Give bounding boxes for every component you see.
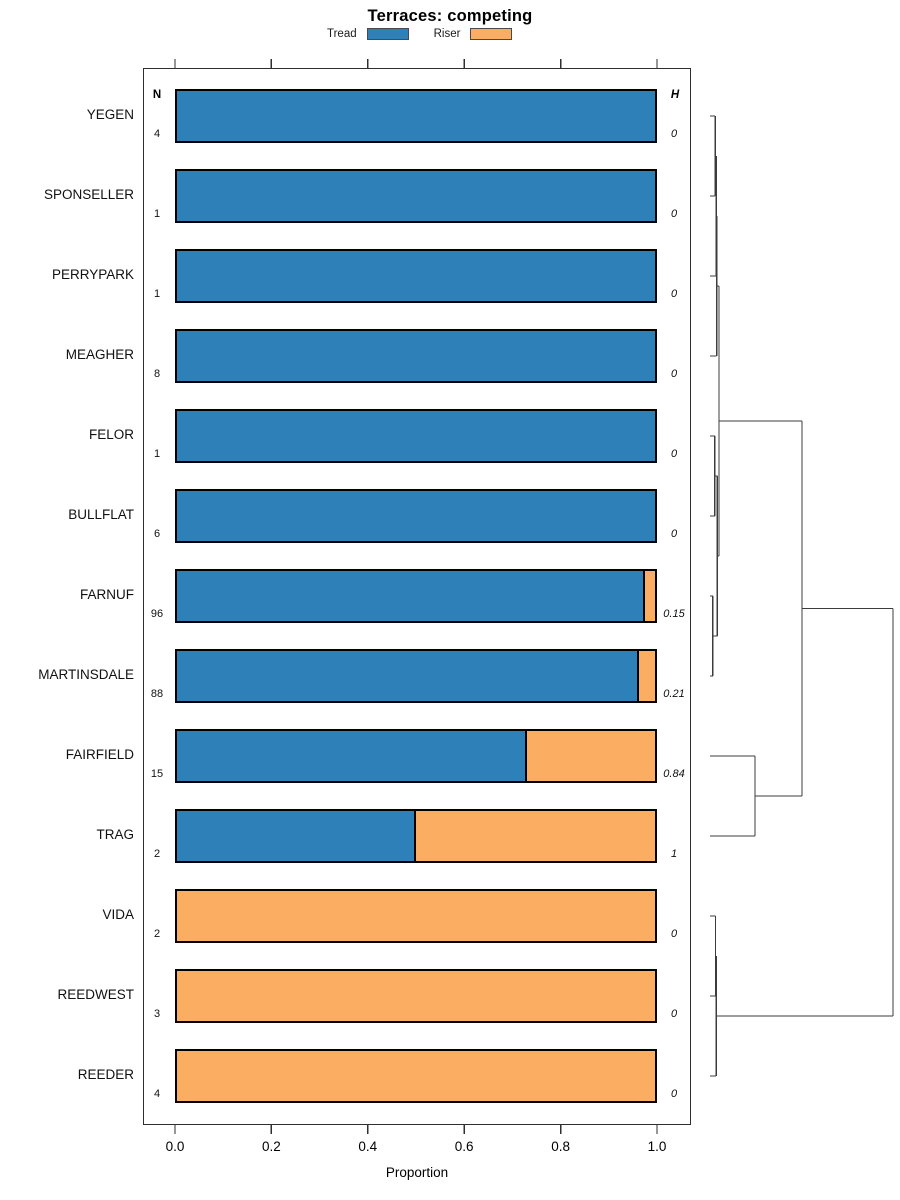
h-column-header: H [670, 89, 680, 101]
tread-segment [177, 331, 655, 381]
plot-area-frame [143, 68, 691, 1125]
site-label-reedwest: REEDWEST [57, 987, 134, 1002]
riser-segment [638, 651, 655, 701]
site-label-farnuf: FARNUF [80, 587, 134, 602]
x-tick-label-0.6: 0.6 [454, 1139, 474, 1154]
h-value-vida: 0 [670, 928, 678, 940]
riser-segment [527, 731, 655, 781]
stacked-bar-bullflat [175, 489, 657, 543]
tread-segment [177, 251, 655, 301]
riser-segment [177, 971, 655, 1021]
tread-segment [177, 731, 528, 781]
tread-segment [177, 491, 655, 541]
n-value-martinsdale: 88 [150, 688, 164, 700]
riser-segment [416, 811, 655, 861]
stacked-bar-sponseller [175, 169, 657, 223]
tread-segment [177, 811, 416, 861]
riser-segment [644, 571, 655, 621]
h-value-martinsdale: 0.21 [663, 688, 685, 700]
x-tick-label-0.0: 0.0 [165, 1139, 185, 1154]
legend-label-tread: Tread [327, 27, 357, 40]
h-value-sponseller: 0 [670, 208, 678, 220]
stacked-bar-perrypark [175, 249, 657, 303]
n-value-reedwest: 3 [153, 1008, 161, 1020]
legend-swatch-tread [366, 27, 409, 40]
x-tick-label-0.4: 0.4 [358, 1139, 378, 1154]
site-label-meagher: MEAGHER [65, 347, 134, 362]
chart-title: Terraces: competing [367, 7, 533, 25]
site-label-trag: TRAG [96, 827, 134, 842]
n-value-perrypark: 1 [153, 288, 161, 300]
stacked-bar-farnuf [175, 569, 657, 623]
n-value-vida: 2 [153, 928, 161, 940]
stacked-bar-felor [175, 409, 657, 463]
n-value-trag: 2 [153, 848, 161, 860]
tread-segment [177, 171, 655, 221]
tread-segment [177, 651, 639, 701]
n-value-felor: 1 [153, 448, 161, 460]
stacked-bar-martinsdale [175, 649, 657, 703]
stacked-bar-reeder [175, 1049, 657, 1103]
h-value-farnuf: 0.15 [663, 608, 685, 620]
tread-segment [177, 411, 655, 461]
site-label-yegen: YEGEN [86, 107, 134, 122]
riser-segment [177, 891, 655, 941]
x-tick-label-1.0: 1.0 [647, 1139, 667, 1154]
tread-segment [177, 571, 645, 621]
n-value-fairfield: 15 [150, 768, 164, 780]
site-label-reeder: REEDER [77, 1067, 134, 1082]
n-column-header: N [152, 89, 162, 101]
x-tick-label-0.2: 0.2 [262, 1139, 281, 1154]
site-label-felor: FELOR [88, 427, 134, 442]
h-value-meagher: 0 [670, 368, 678, 380]
h-value-yegen: 0 [670, 128, 678, 140]
x-tick-label-0.8: 0.8 [551, 1139, 570, 1154]
legend-label-riser: Riser [433, 27, 461, 40]
stacked-bar-fairfield [175, 729, 657, 783]
h-value-bullflat: 0 [670, 528, 678, 540]
legend-swatch-riser [470, 27, 513, 40]
h-value-felor: 0 [670, 448, 678, 460]
site-label-martinsdale: MARTINSDALE [38, 667, 134, 682]
n-value-sponseller: 1 [153, 208, 161, 220]
h-value-reeder: 0 [670, 1088, 678, 1100]
stacked-bar-yegen [175, 89, 657, 143]
x-axis-title: Proportion [385, 1165, 449, 1180]
site-label-bullflat: BULLFLAT [68, 507, 134, 522]
site-label-sponseller: SPONSELLER [43, 187, 134, 202]
n-value-yegen: 4 [153, 128, 161, 140]
n-value-farnuf: 96 [150, 608, 164, 620]
n-value-meagher: 8 [153, 368, 161, 380]
stacked-bar-trag [175, 809, 657, 863]
h-value-trag: 1 [670, 848, 678, 860]
legend: Tread Riser [327, 26, 513, 41]
stacked-bar-reedwest [175, 969, 657, 1023]
h-value-reedwest: 0 [670, 1008, 678, 1020]
n-value-bullflat: 6 [153, 528, 161, 540]
h-value-fairfield: 0.84 [663, 768, 685, 780]
riser-segment [177, 1051, 655, 1101]
site-label-fairfield: FAIRFIELD [65, 747, 134, 762]
tread-segment [177, 91, 655, 141]
stacked-bar-meagher [175, 329, 657, 383]
site-label-perrypark: PERRYPARK [51, 267, 134, 282]
site-label-vida: VIDA [102, 907, 134, 922]
n-value-reeder: 4 [153, 1088, 161, 1100]
stacked-bar-vida [175, 889, 657, 943]
h-value-perrypark: 0 [670, 288, 678, 300]
